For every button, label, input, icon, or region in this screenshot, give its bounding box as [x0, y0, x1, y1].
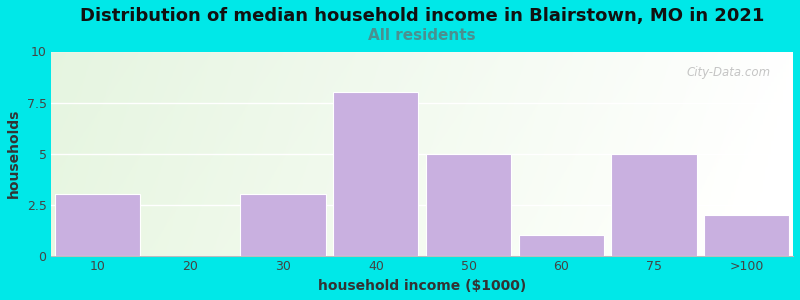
Bar — [241, 194, 326, 256]
Bar — [704, 215, 790, 256]
Text: City-Data.com: City-Data.com — [686, 66, 771, 79]
Title: Distribution of median household income in Blairstown, MO in 2021: Distribution of median household income … — [80, 7, 764, 25]
Bar — [518, 235, 604, 256]
X-axis label: household income ($1000): household income ($1000) — [318, 279, 526, 293]
Bar — [334, 92, 418, 256]
Y-axis label: households: households — [7, 109, 21, 198]
Bar — [611, 154, 697, 256]
Text: All residents: All residents — [368, 28, 476, 43]
Bar — [426, 154, 511, 256]
Bar — [55, 194, 140, 256]
